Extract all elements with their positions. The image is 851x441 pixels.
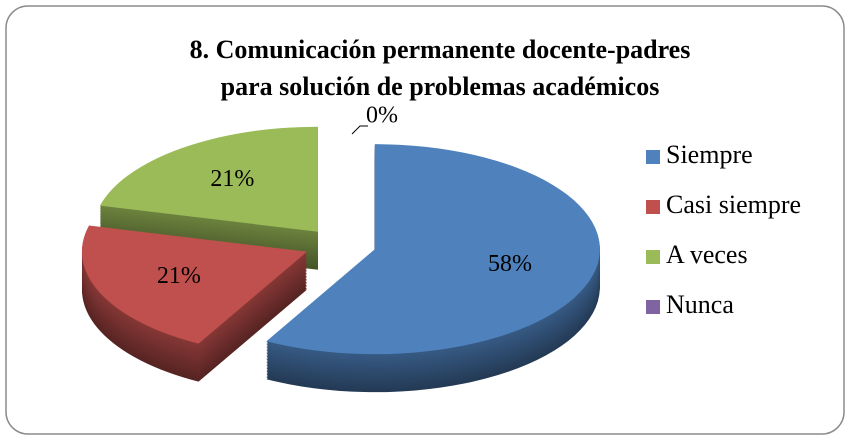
pie-slice <box>100 126 318 232</box>
data-label: 21% <box>210 166 254 192</box>
chart-title: para solución de problemas académicos <box>221 72 660 101</box>
legend-label: A veces <box>666 240 748 269</box>
legend-label: Casi siempre <box>666 190 801 219</box>
pie-slice <box>266 144 600 355</box>
pie-slice <box>81 225 307 344</box>
legend-label: Siempre <box>666 140 753 169</box>
legend-label: Nunca <box>666 290 734 319</box>
data-label: 0% <box>366 103 398 129</box>
slice-tops <box>81 126 600 355</box>
legend-swatch <box>646 300 660 314</box>
legend-swatch <box>646 250 660 264</box>
data-label: 58% <box>488 251 532 277</box>
leader-line <box>351 125 368 135</box>
legend-swatch <box>646 150 660 164</box>
legend-swatch <box>646 200 660 214</box>
chart-title: 8. Comunicación permanente docente-padre… <box>190 35 691 64</box>
data-label: 21% <box>157 263 201 289</box>
